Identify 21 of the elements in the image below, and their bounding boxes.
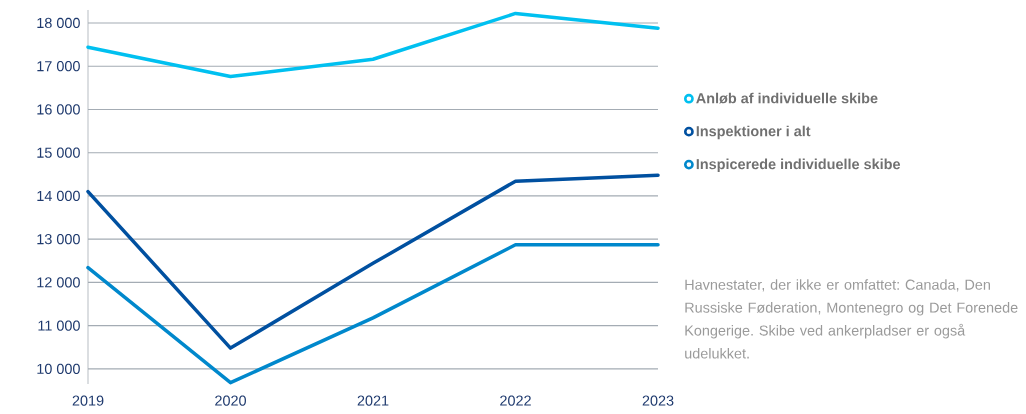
y-tick-label: 13 000 [37, 234, 80, 245]
y-tick-label: 16 000 [37, 104, 80, 115]
text: Havnestater, der ikke er omfattet: Canada, Den Russiske Føderation, Montenegro og Det Forenede Kongerige. Skibe ved ankerpladser er også udelukket. [685, 279, 1018, 359]
legend-label: Inspicerede individuelle skibe [696, 158, 901, 173]
x-tick-label: 2022 [500, 395, 531, 406]
y-tick-label: 10 000 [37, 363, 80, 374]
y-tick-label: 12 000 [37, 277, 80, 288]
line-series [86, 11, 660, 79]
y-tick-label: 11 000 [38, 320, 80, 331]
y-tick-label: 15 000 [37, 147, 80, 158]
x-tick-label: 2021 [357, 395, 389, 406]
x-tick-label: 2023 [642, 395, 674, 406]
legend-label: Inspektioner i alt [696, 125, 811, 140]
line-series [86, 243, 660, 385]
y-tick-label: 14 000 [37, 190, 80, 202]
x-tick-label: 2020 [215, 395, 246, 406]
y-tick-label: 17 000 [37, 61, 80, 72]
legend-label: Anløb af individuelle skibe [696, 92, 878, 104]
x-tick-label: 2019 [72, 395, 104, 406]
y-tick-label: 18 000 [37, 17, 80, 29]
line-series [86, 173, 660, 350]
